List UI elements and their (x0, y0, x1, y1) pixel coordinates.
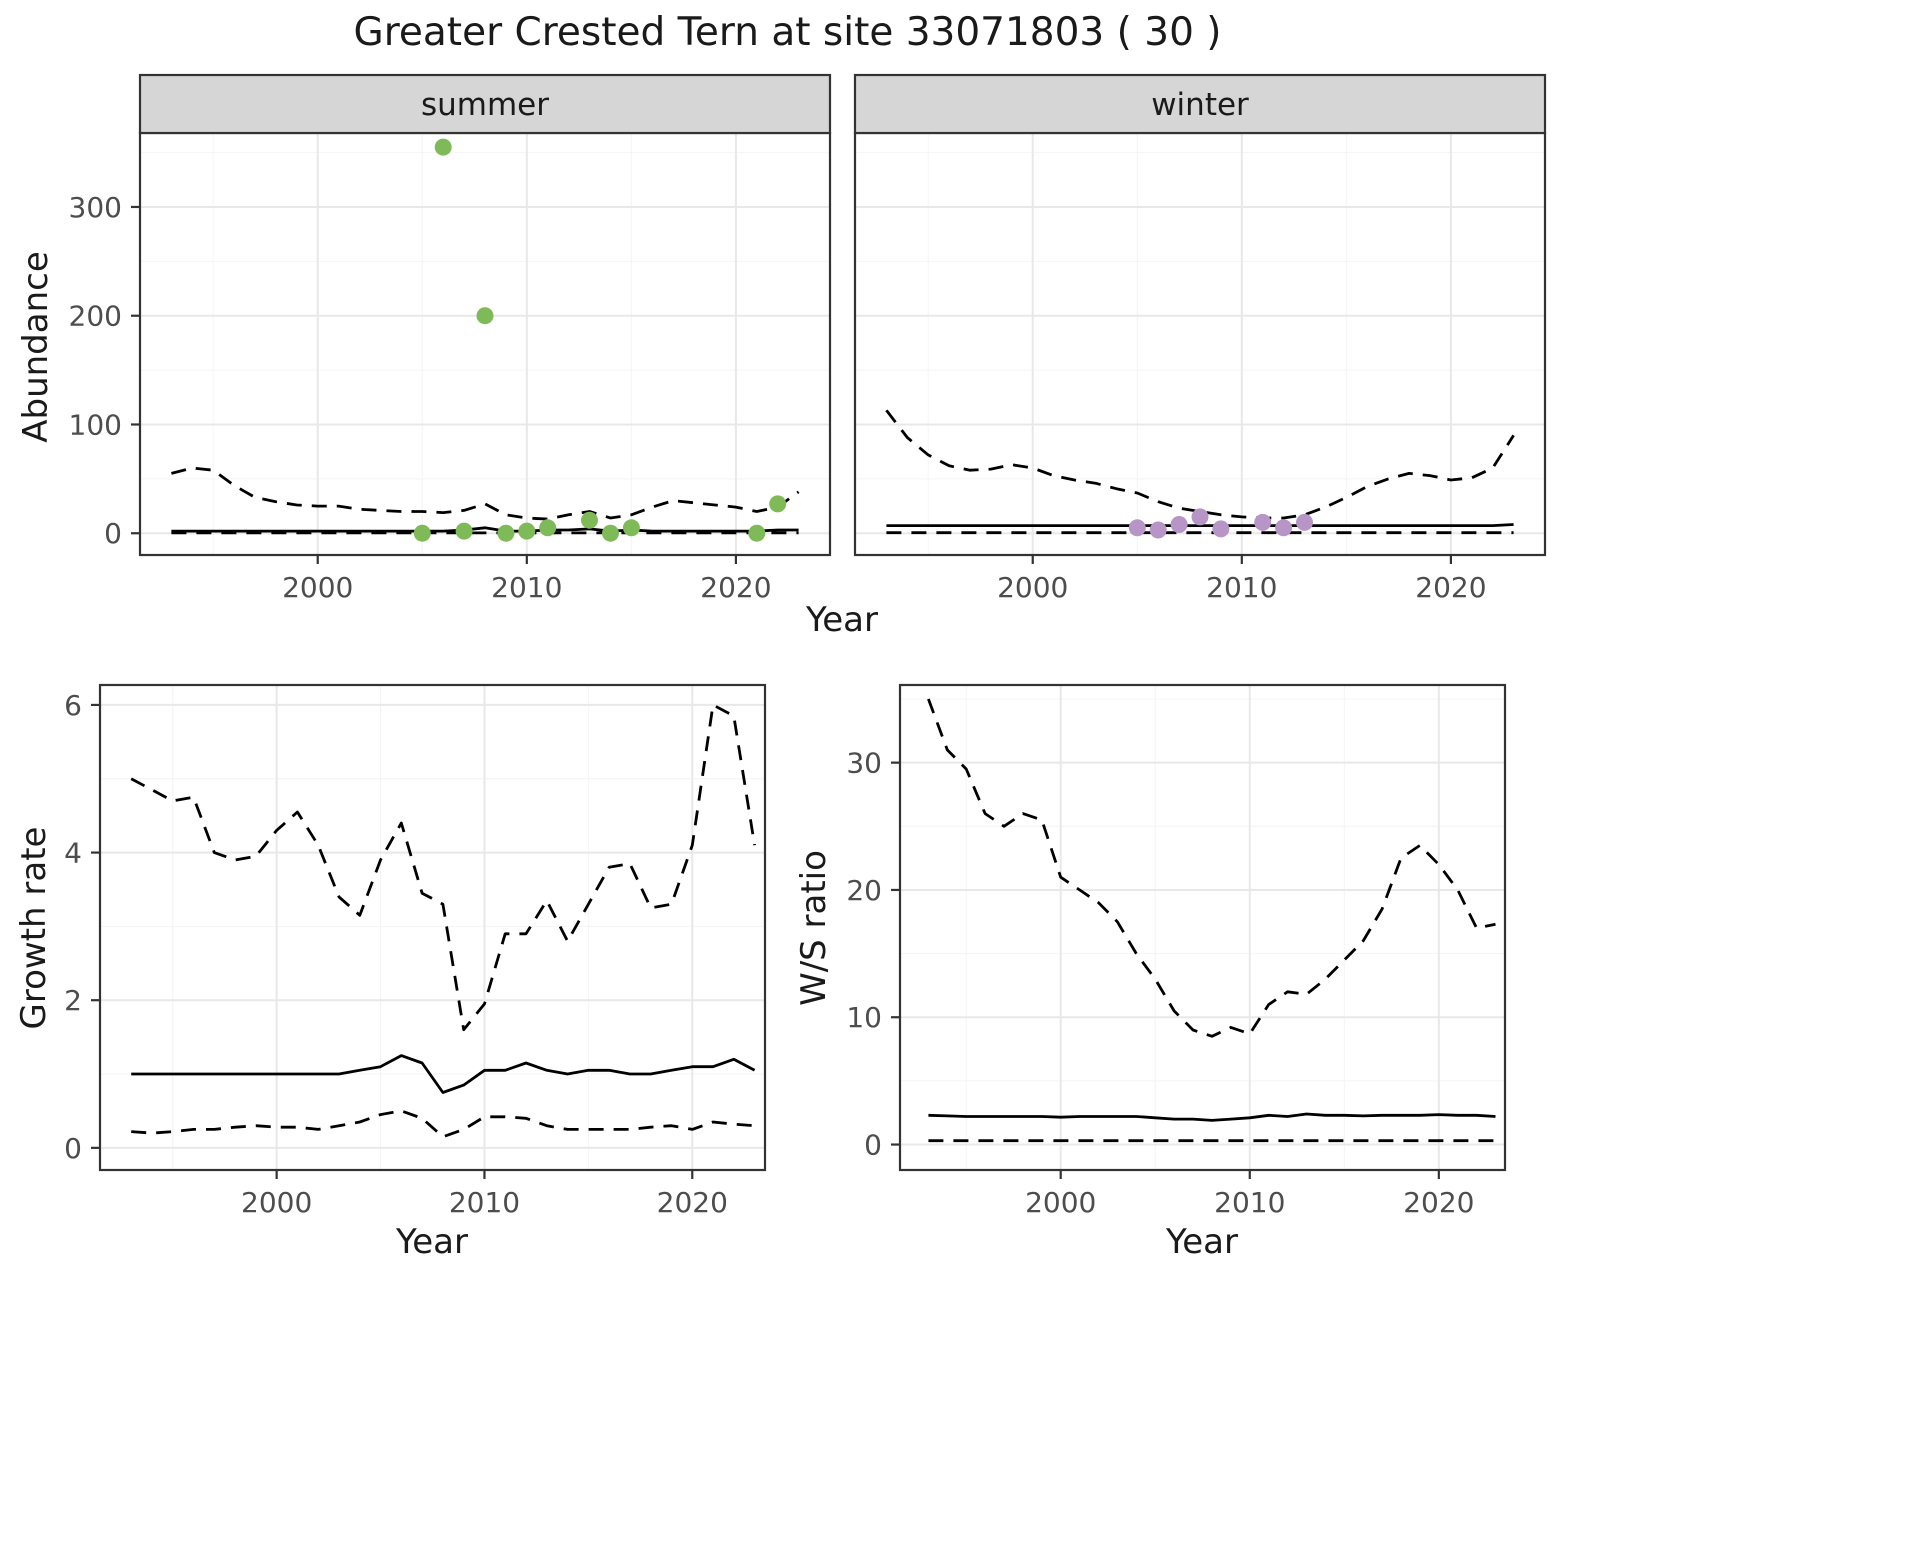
abundance-y-axis-title: Abundance (16, 251, 56, 443)
facet-strip-label: summer (421, 87, 549, 123)
facet-strip (853, 73, 1547, 135)
data-point (581, 511, 598, 529)
panel-background (100, 685, 765, 1170)
abundance-faceted-chart: summer 2000 2010 2020 0 100 200 300 winter 2000 20… (69, 73, 1547, 604)
y-tick-label: 30 (846, 747, 882, 780)
growth-rate-x-axis-title: Year (396, 1222, 468, 1262)
y-tick-label: 200 (69, 300, 122, 333)
x-tick-label: 2020 (657, 1186, 728, 1219)
median-line (131, 1054, 756, 1094)
panel-background (900, 685, 1505, 1170)
y-tick-label: 100 (69, 408, 122, 441)
x-tick-label: 2000 (1025, 1186, 1096, 1219)
data-point (1275, 519, 1293, 537)
data-point (1212, 520, 1230, 538)
data-point (413, 524, 431, 542)
ws-ratio-x-axis-title: Year (1166, 1222, 1238, 1262)
figure-title: Greater Crested Tern at site 33071803 ( … (353, 10, 1222, 55)
panel-background (140, 133, 830, 555)
facet-strip-label: winter (1151, 87, 1249, 123)
x-tick-label: 2020 (1415, 571, 1486, 604)
growth-rate-chart: 2000 2010 2020 0 2 4 6 (64, 683, 767, 1219)
x-tick-label: 2020 (700, 571, 771, 604)
data-point (622, 519, 640, 537)
x-tick-label: 2020 (1403, 1186, 1474, 1219)
y-tick-label: 0 (64, 1132, 82, 1165)
median-line (886, 523, 1514, 528)
data-point (1191, 508, 1209, 526)
panel-background (855, 133, 1545, 555)
y-tick-label: 0 (864, 1129, 882, 1162)
data-point (539, 519, 557, 537)
data-point (769, 495, 787, 513)
ws-ratio-y-axis-title: W/S ratio (794, 850, 834, 1006)
x-tick-label: 2000 (997, 571, 1068, 604)
y-tick-label: 10 (846, 1001, 882, 1034)
x-tick-label: 2010 (491, 571, 562, 604)
data-point (434, 138, 452, 156)
data-point (497, 524, 515, 542)
upper_95ci-line (171, 466, 800, 521)
data-point (1128, 519, 1146, 537)
y-tick-label: 2 (64, 984, 82, 1017)
data-point (602, 524, 619, 542)
data-point (1170, 516, 1188, 533)
abundance-x-axis-title: Year (806, 600, 878, 640)
panel-border (898, 683, 1507, 1172)
median-line (928, 1112, 1496, 1122)
y-tick-label: 300 (69, 191, 122, 224)
x-tick-label: 2010 (1214, 1186, 1285, 1219)
data-point (1296, 513, 1313, 531)
upper_95ci-line (130, 703, 756, 1032)
y-tick-label: 6 (64, 689, 82, 722)
data-point (1254, 513, 1272, 531)
upper_95ci-line (885, 409, 1515, 520)
data-point (518, 522, 536, 540)
x-tick-label: 2010 (449, 1186, 520, 1219)
x-tick-label: 2000 (282, 571, 353, 604)
data-point (476, 307, 494, 325)
ws-ratio-chart: 2000 2010 2020 0 10 20 30 (846, 683, 1507, 1219)
data-point (748, 524, 766, 542)
lower_95ci-line (131, 1109, 755, 1139)
x-tick-label: 2000 (241, 1186, 312, 1219)
growth-rate-y-axis-title: Growth rate (14, 826, 54, 1030)
median-line (171, 526, 799, 533)
x-tick-label: 2010 (1206, 571, 1277, 604)
upper_95ci-line (927, 698, 1496, 1038)
data-point (455, 522, 473, 540)
y-tick-label: 4 (64, 837, 82, 870)
panel-border (98, 683, 767, 1172)
y-tick-label: 20 (846, 874, 882, 907)
data-point (1149, 521, 1167, 539)
facet-strip (138, 73, 832, 135)
y-tick-label: 0 (104, 517, 122, 550)
